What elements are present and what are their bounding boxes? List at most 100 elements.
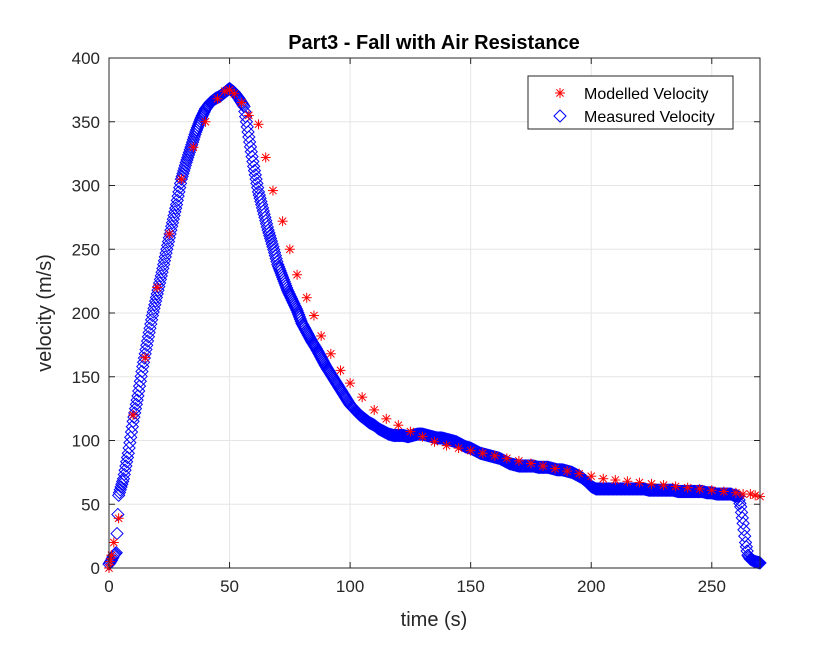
chart-title: Part3 - Fall with Air Resistance [288, 32, 580, 54]
y-tick-label: 350 [72, 113, 100, 132]
data-point-modelled [513, 455, 524, 466]
x-tick-label: 250 [698, 577, 726, 596]
data-point-measured [293, 312, 307, 326]
data-point-modelled [229, 88, 240, 99]
x-tick-label: 150 [456, 577, 484, 596]
data-point-modelled [694, 483, 705, 494]
data-point-measured [733, 496, 747, 511]
data-point-measured [249, 172, 263, 186]
data-point-modelled [489, 450, 500, 461]
data-point-modelled [730, 487, 741, 498]
data-point-modelled [308, 310, 319, 321]
data-point-measured [263, 231, 278, 246]
data-point-modelled [292, 269, 303, 280]
y-tick-label: 400 [72, 49, 100, 68]
x-tick-label: 200 [577, 577, 605, 596]
data-point-modelled [718, 486, 729, 497]
data-point-modelled [113, 513, 124, 524]
data-point-modelled [501, 453, 512, 464]
data-point-modelled [405, 426, 416, 437]
data-point-measured [553, 109, 567, 123]
data-point-modelled [550, 463, 561, 474]
data-point-modelled [555, 88, 565, 98]
data-point-measured [248, 168, 262, 182]
y-tick-label: 100 [72, 432, 100, 451]
data-point-modelled [224, 84, 235, 95]
data-point-modelled [243, 110, 254, 121]
data-point-modelled [706, 485, 717, 496]
data-point-modelled [128, 410, 139, 420]
data-point-modelled [105, 556, 116, 567]
x-tick-label: 50 [220, 577, 239, 596]
data-point-modelled [381, 413, 392, 424]
legend-measured-label: Measured Velocity [584, 109, 715, 126]
data-point-modelled [236, 97, 247, 108]
data-point-measured [261, 223, 275, 237]
data-point-modelled [106, 550, 117, 561]
data-point-modelled [658, 480, 669, 491]
data-point-modelled [253, 119, 264, 130]
data-point-modelled [477, 448, 488, 459]
y-tick-label: 50 [81, 495, 100, 514]
data-point-modelled [152, 282, 163, 293]
data-point-modelled [200, 116, 211, 127]
data-point-modelled [598, 473, 609, 484]
data-point-modelled [212, 93, 223, 104]
data-point-modelled [188, 142, 199, 153]
data-point-modelled [429, 436, 440, 447]
data-point-measured [263, 228, 277, 243]
data-point-measured [292, 310, 307, 324]
data-point-modelled [277, 216, 288, 227]
data-point-measured [269, 251, 283, 266]
data-point-modelled [357, 392, 368, 403]
data-point-modelled [465, 445, 476, 456]
data-point-modelled [301, 292, 312, 303]
legend-modelled-label: Modelled Velocity [584, 86, 709, 103]
data-point-measured [250, 176, 264, 191]
data-point-modelled [586, 471, 597, 482]
data-point-measured [279, 279, 293, 293]
data-point-modelled [525, 458, 536, 469]
legend-measured-marker [553, 109, 567, 123]
data-point-modelled [393, 420, 404, 431]
data-point-measured [109, 545, 123, 560]
data-point-modelled [140, 352, 151, 363]
data-point-modelled [164, 228, 175, 239]
data-point-measured [738, 535, 753, 550]
data-point-modelled [562, 466, 573, 477]
data-point-modelled [622, 476, 633, 487]
data-point-modelled [260, 152, 271, 163]
x-tick-label: 0 [104, 577, 113, 596]
data-point-modelled [284, 244, 295, 255]
y-tick-label: 300 [72, 177, 100, 196]
data-point-modelled [441, 440, 452, 451]
data-point-modelled [176, 174, 187, 185]
data-point-measured [289, 302, 303, 316]
data-point-measured [279, 281, 294, 295]
data-point-measured [287, 298, 302, 313]
legend: Modelled Velocity Measured Velocity [527, 75, 734, 130]
x-axis-label: time (s) [401, 609, 468, 631]
data-point-modelled [267, 185, 278, 196]
data-point-modelled [670, 481, 681, 492]
data-point-measured [287, 296, 301, 311]
data-point-measured [288, 300, 303, 314]
data-point-modelled [417, 431, 428, 442]
data-point-modelled [325, 348, 336, 359]
data-point-measured [736, 516, 750, 531]
data-point-modelled [682, 482, 693, 493]
data-point-measured [735, 511, 750, 525]
data-point-modelled [316, 330, 327, 341]
data-point-measured [196, 107, 210, 121]
data-point-measured [260, 220, 275, 234]
data-point-measured [262, 226, 276, 240]
data-point-modelled [610, 475, 621, 486]
data-point-modelled [646, 478, 657, 489]
data-point-measured [264, 234, 279, 248]
data-point-measured [726, 488, 741, 503]
data-point-modelled [538, 461, 548, 471]
data-point-modelled [634, 477, 645, 488]
y-tick-label: 200 [72, 304, 100, 323]
